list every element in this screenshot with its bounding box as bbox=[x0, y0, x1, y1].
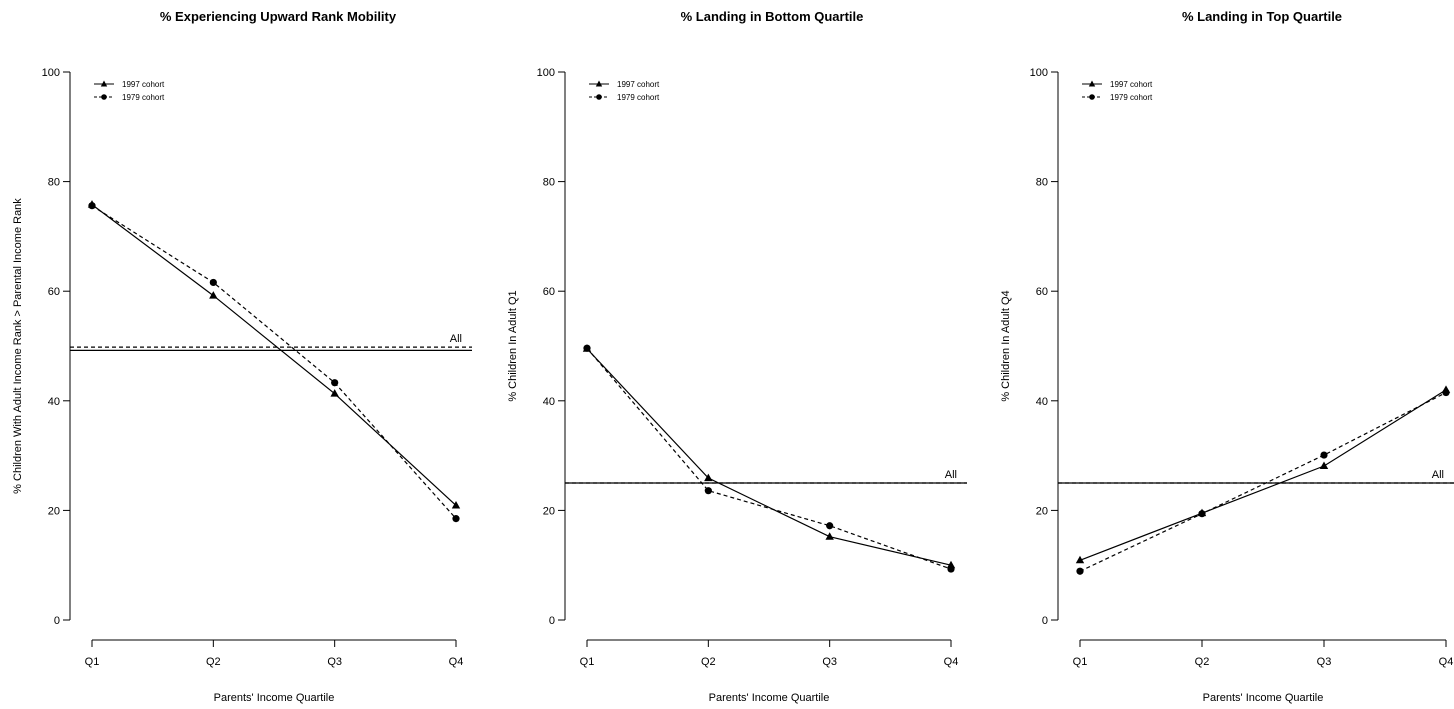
series-line-1997 bbox=[586, 348, 952, 566]
legend-marker-triangle bbox=[100, 80, 108, 87]
x-tick-label: Q3 bbox=[1317, 656, 1332, 668]
data-point-circle bbox=[331, 379, 339, 387]
series-line-1979 bbox=[1079, 392, 1447, 572]
chart-panel-1: % Experiencing Upward Rank Mobility 0 20 40… bbox=[12, 9, 472, 704]
y-tick-label: 0 bbox=[54, 615, 60, 627]
y-tick-label: 20 bbox=[48, 505, 60, 517]
y-tick-label: 60 bbox=[48, 286, 60, 298]
y-tick-label: 60 bbox=[543, 286, 555, 298]
chart-title: % Experiencing Upward Rank Mobility bbox=[160, 9, 397, 24]
y-axis-label: % Children With Adult Income Rank > Pare… bbox=[12, 198, 24, 494]
data-point-triangle bbox=[1319, 461, 1329, 470]
reference-label: All bbox=[945, 469, 957, 481]
y-tick-label: 20 bbox=[543, 505, 555, 517]
legend-marker-circle bbox=[1089, 94, 1095, 100]
data-point-circle bbox=[1076, 567, 1084, 575]
legend-label: 1997 cohort bbox=[122, 80, 165, 89]
data-point-circle bbox=[583, 344, 591, 352]
data-point-circle bbox=[88, 202, 96, 210]
y-tick-label: 100 bbox=[537, 67, 555, 79]
y-tick-label: 40 bbox=[48, 396, 60, 408]
data-point-triangle bbox=[451, 500, 461, 509]
series-line-1997 bbox=[1079, 389, 1447, 561]
data-point-circle bbox=[209, 278, 217, 287]
data-point-circle bbox=[1320, 451, 1328, 459]
y-tick-label: 80 bbox=[48, 177, 60, 189]
reference-label: All bbox=[1432, 469, 1444, 481]
y-tick-label: 100 bbox=[1030, 67, 1048, 79]
x-tick-label: Q3 bbox=[822, 656, 837, 668]
y-tick-label: 40 bbox=[1036, 396, 1048, 408]
y-tick-label: 60 bbox=[1036, 286, 1048, 298]
series-line-1979 bbox=[91, 205, 457, 520]
legend-label: 1997 cohort bbox=[617, 80, 660, 89]
x-tick-label: Q2 bbox=[206, 656, 221, 668]
legend-label: 1997 cohort bbox=[1110, 80, 1153, 89]
data-point-triangle bbox=[330, 389, 339, 397]
data-point-circle bbox=[1442, 388, 1450, 397]
x-axis-label: Parents' Income Quartile bbox=[1203, 692, 1324, 704]
legend-marker-triangle bbox=[595, 80, 603, 87]
chart-title: % Landing in Top Quartile bbox=[1182, 9, 1342, 24]
y-tick-label: 80 bbox=[543, 177, 555, 189]
legend-label: 1979 cohort bbox=[122, 93, 165, 102]
series-line-1997 bbox=[91, 204, 457, 506]
reference-label: All bbox=[450, 333, 462, 345]
x-tick-label: Q1 bbox=[580, 656, 595, 668]
y-tick-label: 40 bbox=[543, 396, 555, 408]
series-line-1979 bbox=[586, 347, 952, 570]
legend-marker-circle bbox=[596, 94, 602, 100]
x-tick-label: Q4 bbox=[944, 656, 959, 668]
y-axis-label: % Children In Adult Q1 bbox=[507, 290, 519, 401]
data-point-circle bbox=[452, 515, 460, 523]
x-tick-label: Q1 bbox=[1073, 656, 1088, 668]
legend-label: 1979 cohort bbox=[1110, 93, 1153, 102]
x-tick-label: Q1 bbox=[85, 656, 100, 668]
data-point-triangle bbox=[825, 532, 834, 540]
chart-panel-3: % Landing in Top Quartile 0 20 40 60 80 100 % C… bbox=[1000, 9, 1454, 704]
x-tick-label: Q4 bbox=[1439, 656, 1454, 668]
data-point-triangle bbox=[209, 291, 218, 299]
x-axis-label: Parents' Income Quartile bbox=[214, 692, 335, 704]
legend-marker-triangle bbox=[1088, 80, 1096, 87]
y-tick-label: 80 bbox=[1036, 177, 1048, 189]
data-point-circle bbox=[1198, 510, 1206, 518]
y-tick-label: 0 bbox=[1042, 615, 1048, 627]
data-point-triangle bbox=[1075, 555, 1085, 564]
chart-title: % Landing in Bottom Quartile bbox=[681, 9, 864, 24]
x-axis-label: Parents' Income Quartile bbox=[709, 692, 830, 704]
y-tick-label: 0 bbox=[549, 615, 555, 627]
y-axis-label: % Children In Adult Q4 bbox=[1000, 290, 1012, 401]
chart-panel-2: % Landing in Bottom Quartile 0 20 40 60 80 100… bbox=[507, 9, 967, 704]
y-tick-label: 100 bbox=[42, 67, 60, 79]
data-point-triangle bbox=[704, 473, 713, 482]
data-point-circle bbox=[826, 522, 834, 530]
x-tick-label: Q3 bbox=[327, 656, 342, 668]
data-point-circle bbox=[947, 565, 955, 573]
x-tick-label: Q2 bbox=[701, 656, 716, 668]
legend-label: 1979 cohort bbox=[617, 93, 660, 102]
data-point-circle bbox=[704, 487, 712, 495]
legend-marker-circle bbox=[101, 94, 107, 100]
y-tick-label: 20 bbox=[1036, 505, 1048, 517]
x-tick-label: Q2 bbox=[1195, 656, 1210, 668]
x-tick-label: Q4 bbox=[449, 656, 464, 668]
